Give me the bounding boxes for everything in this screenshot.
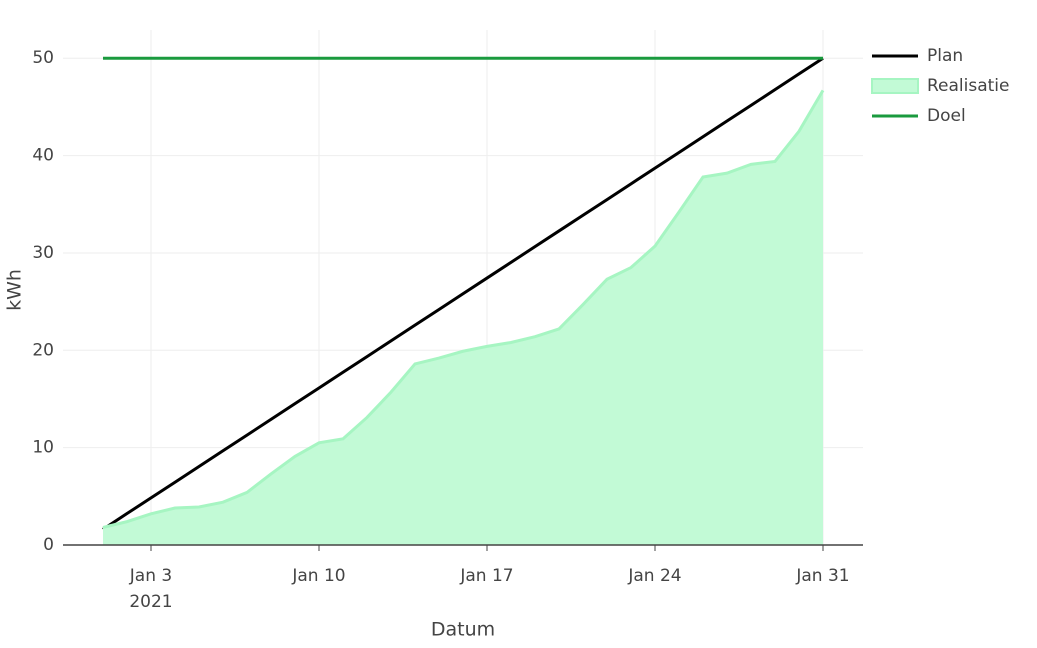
x-tick-label: Jan 31: [795, 566, 849, 586]
y-axis-title: kWh: [4, 269, 26, 311]
legend-label[interactable]: Doel: [927, 106, 966, 126]
x-tick-label: Jan 3: [129, 566, 172, 586]
line: [102, 89, 825, 529]
area: [103, 90, 823, 546]
line: [102, 56, 824, 531]
y-tick-label: 40: [32, 146, 54, 166]
y-tick-label: 0: [43, 535, 54, 555]
legend-label[interactable]: Plan: [927, 46, 963, 66]
x-tick-label: Jan 17: [459, 566, 513, 586]
legend-swatch[interactable]: [871, 78, 919, 94]
x-tick-sublabel: 2021: [129, 592, 172, 612]
x-tick-label: Jan 10: [291, 566, 345, 586]
legend-label[interactable]: Realisatie: [927, 76, 1010, 96]
x-axis-title: Datum: [431, 619, 495, 641]
y-tick-label: 50: [32, 48, 54, 68]
y-tick-label: 20: [32, 340, 54, 360]
y-tick-label: 10: [32, 438, 54, 458]
y-tick-label: 30: [32, 243, 54, 263]
x-tick-label: Jan 24: [627, 566, 681, 586]
